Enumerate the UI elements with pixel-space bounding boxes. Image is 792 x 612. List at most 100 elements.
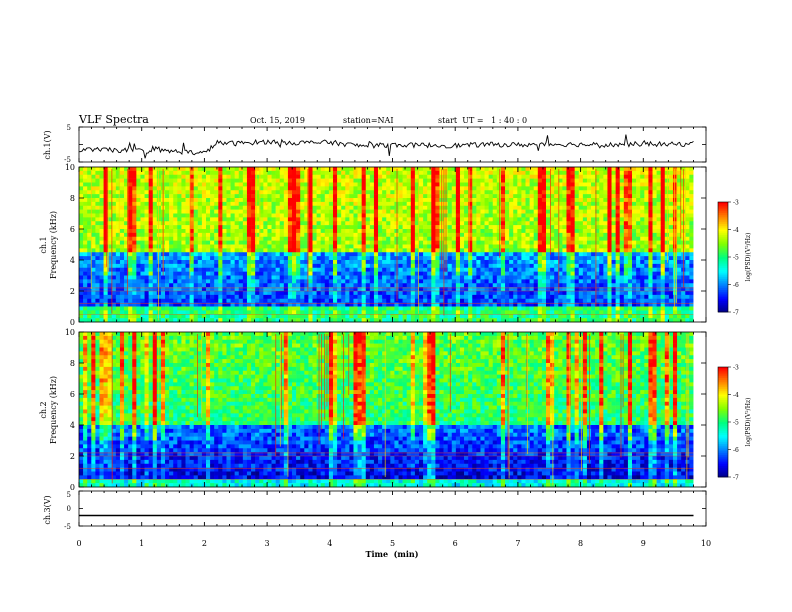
- spectrogram-cell: [140, 263, 145, 269]
- spectrogram-cell: [341, 174, 346, 179]
- spectrogram-cell: [201, 170, 207, 176]
- spectrogram-cell: [570, 236, 575, 241]
- spectrogram-cell: [496, 279, 502, 284]
- spectrogram-cell: [95, 170, 100, 176]
- spectrogram-cell: [427, 267, 432, 272]
- spectrogram-cell: [287, 256, 293, 261]
- spectrogram-cell: [292, 236, 297, 241]
- spectrogram-cell: [238, 217, 244, 222]
- spectrogram-cell: [509, 232, 514, 238]
- spectrogram-cell: [189, 217, 194, 222]
- spectrogram-cell: [521, 225, 526, 230]
- spectrogram-cell: [267, 244, 272, 249]
- spectrogram-cell: [144, 263, 149, 269]
- spectrogram-cell: [304, 205, 309, 210]
- spectrogram-cell: [660, 205, 666, 210]
- spectrogram-cell: [197, 221, 203, 226]
- spectrogram-cell: [357, 213, 362, 218]
- spectrogram-cell: [324, 225, 330, 230]
- spectrogram-cell: [263, 221, 268, 226]
- spectrogram-cell: [644, 190, 649, 195]
- spectrogram-cell: [275, 240, 281, 245]
- spectrogram-cell: [398, 194, 403, 199]
- spectrogram-cell: [627, 182, 633, 187]
- spectrogram-cell: [550, 217, 555, 222]
- spectrogram-cell: [234, 291, 240, 296]
- spectrogram-cell: [267, 198, 272, 203]
- spectrogram-cell: [419, 225, 424, 230]
- spectrogram-cell: [484, 240, 489, 245]
- spectrogram-cell: [173, 248, 178, 253]
- spectrogram-cell: [238, 256, 244, 261]
- spectrogram-cell: [337, 225, 342, 230]
- spectrogram-cell: [480, 244, 485, 249]
- spectrogram-cell: [189, 205, 194, 210]
- spectrogram-cell: [505, 260, 510, 265]
- spectrogram-cell: [361, 252, 367, 257]
- spectrogram-cell: [681, 287, 686, 292]
- spectrogram-cell: [165, 198, 170, 203]
- spectrogram-cell: [173, 217, 178, 222]
- spectrogram-cell: [582, 256, 588, 261]
- spectrogram-cell: [185, 174, 190, 179]
- spectrogram-cell: [632, 267, 637, 272]
- spectrogram-cell: [451, 244, 457, 249]
- spectrogram-cell: [332, 170, 338, 176]
- spectrogram-cell: [632, 287, 637, 292]
- spectrogram-cell: [316, 236, 321, 241]
- spectrogram-cell: [332, 225, 338, 230]
- spectrogram-cell: [550, 178, 555, 183]
- spectrogram-cell: [345, 190, 350, 195]
- spectrogram-cell: [152, 232, 158, 238]
- spectrogram-cell: [685, 275, 690, 280]
- spectrogram-cell: [353, 287, 358, 292]
- spectrogram-cell: [279, 201, 285, 207]
- spectrogram-cell: [545, 275, 551, 280]
- spectrogram-cell: [402, 178, 408, 183]
- spectrogram-cell: [328, 170, 334, 176]
- spectrogram-cell: [496, 263, 502, 269]
- spectrogram-cell: [328, 260, 334, 265]
- spectrogram-cell: [373, 287, 379, 292]
- spectrogram-cell: [689, 209, 694, 214]
- spectrogram-cell: [582, 248, 588, 253]
- spectrogram-cell: [332, 244, 338, 249]
- spectrogram-cell: [619, 271, 625, 276]
- spectrogram-cell: [205, 221, 211, 226]
- spectrogram-cell: [689, 174, 694, 179]
- spectrogram-cell: [312, 225, 317, 230]
- spectrogram-cell: [193, 190, 199, 195]
- spectrogram-cell: [689, 279, 694, 284]
- spectrogram-cell: [337, 182, 342, 187]
- spectrogram-cell: [586, 182, 592, 187]
- spectrogram-cell: [537, 267, 543, 272]
- spectrogram-cell: [210, 201, 215, 207]
- spectrogram-cell: [144, 170, 149, 176]
- spectrogram-cell: [242, 221, 248, 226]
- spectrogram-cell: [95, 229, 100, 234]
- spectrogram-cell: [451, 260, 457, 265]
- spectrogram-cell: [554, 178, 559, 183]
- spectrogram-cell: [652, 217, 657, 222]
- spectrogram-cell: [599, 194, 604, 199]
- spectrogram-cell: [337, 167, 342, 172]
- spectrogram-cell: [205, 287, 211, 292]
- spectrogram-cell: [230, 190, 235, 195]
- spectrogram-cell: [349, 186, 354, 191]
- spectrogram-cell: [111, 244, 117, 249]
- spectrogram-cell: [181, 283, 186, 288]
- spectrogram-cell: [124, 205, 129, 210]
- spectrogram-cell: [451, 209, 457, 214]
- spectrogram-cell: [386, 174, 391, 179]
- spectrogram-cell: [595, 182, 600, 187]
- spectrogram-cell: [316, 263, 321, 269]
- spectrogram-cell: [91, 271, 96, 276]
- spectrogram-cell: [214, 279, 219, 284]
- spectrogram-cell: [119, 186, 125, 191]
- spectrogram-cell: [287, 186, 293, 191]
- spectrogram-cell: [484, 225, 489, 230]
- spectrogram-cell: [169, 194, 174, 199]
- spectrogram-cell: [308, 225, 313, 230]
- spectrogram-cell: [541, 170, 547, 176]
- spectrogram-cell: [459, 279, 465, 284]
